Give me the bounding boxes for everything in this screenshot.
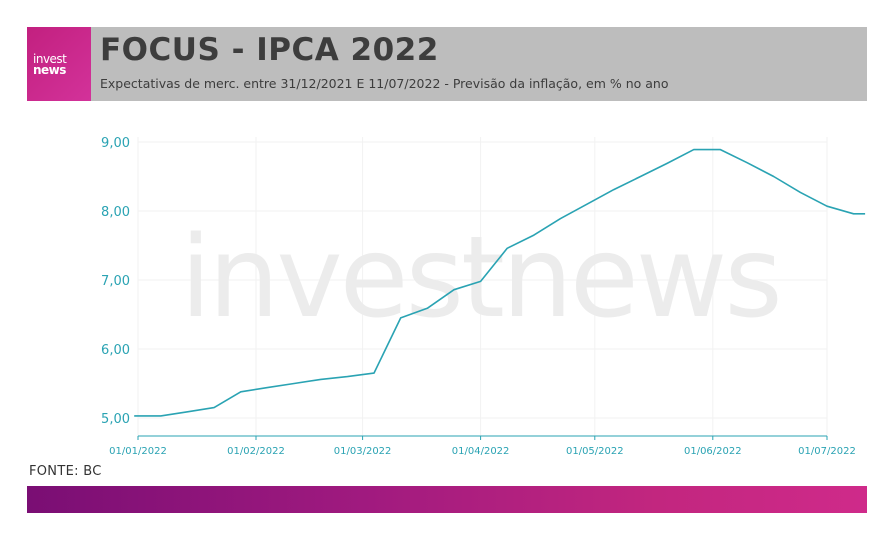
y-axis-ticks: 5,00 6,00 7,00 8,00 9,00 <box>101 136 130 427</box>
x-tick-label: 01/04/2022 <box>452 446 510 457</box>
x-tick-label: 01/03/2022 <box>334 446 392 457</box>
y-tick-label: 9,00 <box>101 136 130 151</box>
investnews-logo: invest news <box>27 27 91 101</box>
y-tick-label: 7,00 <box>101 274 130 289</box>
logo-text-invest: invest <box>33 52 67 66</box>
x-tick-label: 01/01/2022 <box>109 446 167 457</box>
footer-gradient-bar <box>27 486 867 513</box>
x-tick-label: 01/07/2022 <box>798 446 856 457</box>
logo-text-news: news <box>33 63 66 77</box>
x-tick-label: 01/06/2022 <box>684 446 742 457</box>
y-tick-label: 8,00 <box>101 205 130 220</box>
y-tick-label: 6,00 <box>101 343 130 358</box>
chart-subtitle: Expectativas de merc. entre 31/12/2021 E… <box>100 76 669 91</box>
source-note: FONTE: BC <box>29 464 102 479</box>
x-axis-ticks: 01/01/2022 01/02/2022 01/03/2022 01/04/2022… <box>109 446 856 457</box>
x-tick-label: 01/02/2022 <box>227 446 285 457</box>
chart-axes <box>137 435 828 440</box>
line-chart: investnews 5,00 6,00 7,00 8,00 9,00 01/01/20… <box>101 136 866 457</box>
watermark: investnews <box>180 213 779 343</box>
chart-header: invest news FOCUS - IPCA 2022 Expectativ… <box>27 27 867 101</box>
chart-title: FOCUS - IPCA 2022 <box>100 32 439 68</box>
ipca-expectation-line <box>134 148 866 417</box>
chart-series <box>134 148 866 417</box>
y-tick-label: 5,00 <box>101 412 130 427</box>
x-tick-label: 01/05/2022 <box>566 446 624 457</box>
